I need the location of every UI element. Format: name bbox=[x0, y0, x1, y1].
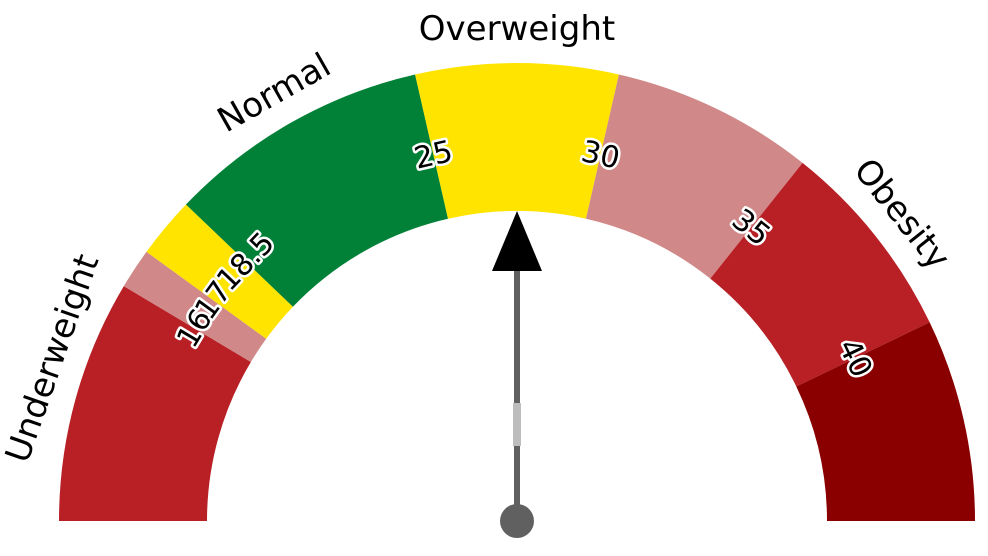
gauge-needle bbox=[492, 211, 542, 538]
gauge-band-6 bbox=[710, 162, 930, 387]
gauge-band-4 bbox=[415, 62, 619, 219]
tick-label-25: 25 bbox=[411, 134, 456, 177]
gauge-band-1 bbox=[123, 251, 267, 362]
gauge-band-7 bbox=[796, 322, 975, 521]
needle-hub bbox=[500, 504, 534, 538]
gauge-band-3 bbox=[185, 74, 449, 307]
tick-label-30: 30 bbox=[578, 134, 623, 177]
needle-arrow-head bbox=[492, 211, 542, 271]
category-label-overweight: Overweight bbox=[419, 9, 615, 49]
gauge-band-0 bbox=[59, 286, 251, 521]
gauge-bands bbox=[59, 62, 975, 521]
gauge-band-5 bbox=[585, 74, 803, 279]
gauge-band-2 bbox=[146, 204, 293, 339]
